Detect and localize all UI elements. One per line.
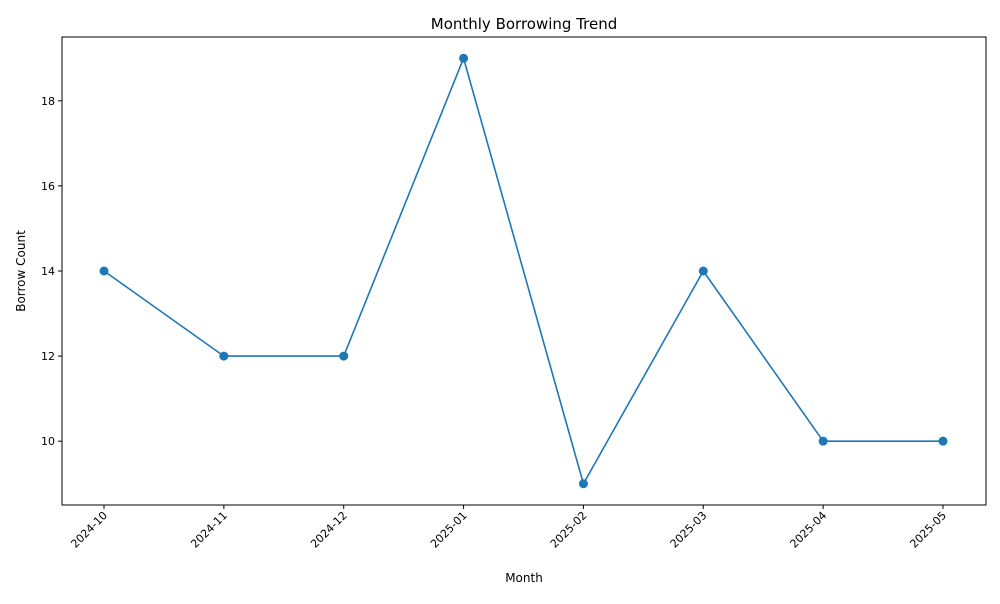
chart-title: Monthly Borrowing Trend [431,15,618,33]
data-point [99,266,109,276]
y-tick-label: 16 [41,180,55,193]
x-tick-label: 2024-10 [68,509,110,551]
x-tick-label: 2024-12 [308,509,350,551]
data-point [459,53,469,63]
plot-frame [61,36,987,506]
y-tick-label: 14 [41,265,55,278]
x-axis-label: Month [505,571,543,585]
data-point [578,479,588,489]
x-tick-label: 2025-05 [907,509,949,551]
x-tick-label: 2025-02 [548,509,590,551]
y-axis-label: Borrow Count [14,230,28,312]
data-point [219,351,229,361]
x-tick-label: 2025-04 [788,509,830,551]
data-point [818,436,828,446]
series-layer [99,53,948,489]
data-point [698,266,708,276]
x-tick-label: 2025-01 [428,509,470,551]
y-tick-label: 10 [41,435,55,448]
series-line [103,57,943,485]
x-tick-label: 2025-03 [668,509,710,551]
x-axis-ticks: 2024-10 2024-11 2024-12 2025-01 2025-02 2025-… [68,505,949,551]
data-point [339,351,349,361]
x-tick-label: 2024-11 [188,509,230,551]
data-point [938,436,948,446]
y-axis-ticks: 10 12 14 16 18 [41,95,62,448]
y-tick-label: 18 [41,95,55,108]
y-tick-label: 12 [41,350,55,363]
